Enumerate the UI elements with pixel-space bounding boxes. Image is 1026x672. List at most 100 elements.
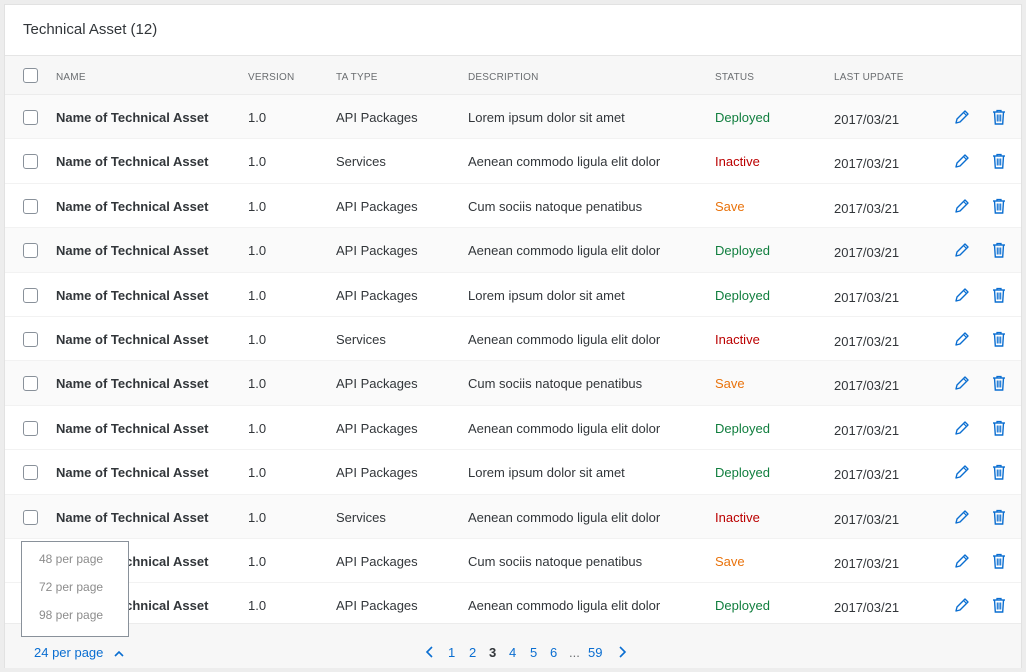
- pencil-icon[interactable]: [953, 108, 971, 126]
- table-row[interactable]: Name of Technical Asset 1.0 Services Aenean…: [5, 494, 1021, 539]
- trash-icon[interactable]: [990, 152, 1008, 170]
- cell-name: Name of Technical Asset: [56, 110, 209, 125]
- row-checkbox[interactable]: [23, 331, 38, 347]
- page-1-link[interactable]: 1: [448, 645, 456, 660]
- pencil-icon[interactable]: [953, 286, 971, 304]
- panel-title: Technical Asset (12): [23, 21, 158, 38]
- trash-icon[interactable]: [990, 596, 1008, 614]
- table-row[interactable]: Name of Technical Asset 1.0 API Packages Cu…: [5, 539, 1021, 584]
- chevron-up-icon[interactable]: [113, 646, 125, 664]
- trash-icon[interactable]: [990, 419, 1008, 437]
- cell-version: 1.0: [248, 553, 267, 569]
- trash-icon[interactable]: [990, 330, 1008, 348]
- cell-description: Aenean commodo ligula elit dolor: [468, 509, 661, 525]
- per-page-option[interactable]: 72 per page: [39, 580, 104, 594]
- trash-icon[interactable]: [990, 197, 1008, 215]
- table-row[interactable]: Name of Technical Asset 1.0 API Packages Lo…: [5, 450, 1021, 495]
- cell-status: Deployed: [715, 287, 770, 303]
- trash-icon[interactable]: [990, 286, 1008, 304]
- pencil-icon[interactable]: [953, 552, 971, 570]
- trash-icon[interactable]: [990, 374, 1008, 392]
- row-checkbox[interactable]: [23, 287, 38, 303]
- table-row[interactable]: Name of Technical Asset 1.0 API Packages Lo…: [5, 95, 1021, 140]
- pencil-icon[interactable]: [953, 374, 971, 392]
- table-row[interactable]: Name of Technical Asset 1.0 API Packages Ae…: [5, 583, 1021, 628]
- per-page-option[interactable]: 48 per page: [39, 552, 104, 566]
- cell-version: 1.0: [248, 331, 267, 347]
- row-checkbox[interactable]: [23, 376, 38, 392]
- pencil-icon[interactable]: [953, 596, 971, 614]
- row-checkbox[interactable]: [23, 110, 38, 125]
- cell-type: API Packages: [336, 287, 418, 303]
- technical-asset-panel: Technical Asset (12) NAME VERSION TA TYP…: [4, 4, 1022, 668]
- pencil-icon[interactable]: [953, 419, 971, 437]
- table-row[interactable]: Name of Technical Asset 1.0 Services Aenean…: [5, 139, 1021, 184]
- cell-status: Deployed: [715, 110, 770, 125]
- cell-last-update: 2017/03/21: [834, 245, 900, 261]
- cell-status: Save: [715, 198, 745, 214]
- pencil-icon[interactable]: [953, 152, 971, 170]
- pencil-icon[interactable]: [953, 197, 971, 215]
- table-row[interactable]: Name of Technical Asset 1.0 API Packages Ae…: [5, 406, 1021, 451]
- chevron-right-icon[interactable]: [617, 646, 627, 661]
- page-59-link[interactable]: 59: [588, 645, 603, 660]
- row-checkbox[interactable]: [23, 154, 38, 170]
- cell-description: Aenean commodo ligula elit dolor: [468, 154, 661, 170]
- pencil-icon[interactable]: [953, 463, 971, 481]
- row-checkbox[interactable]: [23, 509, 38, 525]
- cell-description: Cum sociis natoque penatibus: [468, 198, 643, 214]
- trash-icon[interactable]: [990, 508, 1008, 526]
- cell-description: Lorem ipsum dolor sit amet: [468, 110, 625, 125]
- per-page-select[interactable]: 24 per page: [34, 645, 104, 660]
- table-row[interactable]: Name of Technical Asset 1.0 API Packages Ae…: [5, 228, 1021, 273]
- cell-name: Name of Technical Asset: [56, 331, 209, 347]
- row-checkbox[interactable]: [23, 465, 38, 481]
- pencil-icon[interactable]: [953, 241, 971, 259]
- column-header-status[interactable]: STATUS: [715, 72, 755, 83]
- pencil-icon[interactable]: [953, 508, 971, 526]
- select-all-checkbox[interactable]: [23, 68, 38, 83]
- trash-icon[interactable]: [990, 552, 1008, 570]
- column-header-name[interactable]: NAME: [56, 72, 86, 83]
- chevron-left-icon[interactable]: [425, 646, 435, 661]
- cell-last-update: 2017/03/21: [834, 289, 900, 305]
- page-3-link[interactable]: 3: [489, 645, 497, 660]
- cell-name: Name of Technical Asset: [56, 509, 209, 525]
- cell-last-update: 2017/03/21: [834, 156, 900, 172]
- table-row[interactable]: Name of Technical Asset 1.0 Services Aenean…: [5, 317, 1021, 362]
- table-row[interactable]: Name of Technical Asset 1.0 API Packages Cu…: [5, 361, 1021, 406]
- column-header-description[interactable]: DESCRIPTION: [468, 72, 539, 83]
- cell-status: Save: [715, 553, 745, 569]
- column-header-version[interactable]: VERSION: [248, 72, 295, 83]
- cell-description: Lorem ipsum dolor sit amet: [468, 465, 625, 481]
- page-6-link[interactable]: 6: [550, 645, 558, 660]
- table-footer: 24 per page 1 2 3 4 5 6... 59: [5, 623, 1021, 668]
- cell-name: Name of Technical Asset: [56, 287, 209, 303]
- page-4-link[interactable]: 4: [509, 645, 517, 660]
- cell-description: Lorem ipsum dolor sit amet: [468, 287, 625, 303]
- cell-name: Name of Technical Asset: [56, 198, 209, 214]
- page-2-link[interactable]: 2: [469, 645, 477, 660]
- cell-name: Name of Technical Asset: [56, 465, 209, 481]
- row-checkbox[interactable]: [23, 243, 38, 259]
- cell-version: 1.0: [248, 509, 267, 525]
- table-row[interactable]: Name of Technical Asset 1.0 API Packages Lo…: [5, 273, 1021, 317]
- row-checkbox[interactable]: [23, 198, 38, 214]
- cell-version: 1.0: [248, 465, 267, 481]
- trash-icon[interactable]: [990, 241, 1008, 259]
- trash-icon[interactable]: [990, 108, 1008, 126]
- pencil-icon[interactable]: [953, 330, 971, 348]
- page-5-link[interactable]: 5: [530, 645, 538, 660]
- cell-version: 1.0: [248, 110, 267, 125]
- row-checkbox[interactable]: [23, 420, 38, 436]
- column-header-type[interactable]: TA TYPE: [336, 72, 378, 83]
- table-row[interactable]: Name of Technical Asset 1.0 API Packages Cu…: [5, 184, 1021, 229]
- per-page-option[interactable]: 98 per page: [39, 608, 104, 622]
- column-header-last-update[interactable]: LAST UPDATE: [834, 72, 904, 83]
- trash-icon[interactable]: [990, 463, 1008, 481]
- cell-last-update: 2017/03/21: [834, 555, 900, 571]
- cell-description: Aenean commodo ligula elit dolor: [468, 331, 661, 347]
- cell-status: Inactive: [715, 509, 760, 525]
- per-page-dropdown: 48 per page 72 per page 98 per page: [21, 541, 129, 637]
- cell-description: Aenean commodo ligula elit dolor: [468, 243, 661, 259]
